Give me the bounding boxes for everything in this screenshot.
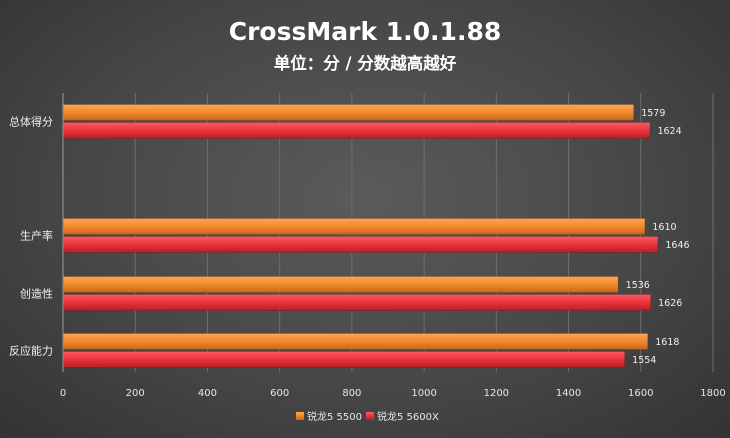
legend-label: 锐龙5 5500 bbox=[307, 410, 362, 423]
legend-swatch bbox=[296, 412, 304, 420]
legend: 锐龙5 5500 锐龙5 5600X bbox=[296, 410, 439, 423]
x-tick-label: 400 bbox=[198, 388, 217, 399]
axes: 0 200 400 600 800 1000 1200 1400 1600 1800 bbox=[60, 93, 726, 399]
bar bbox=[63, 218, 646, 235]
data-label: 1554 bbox=[632, 355, 656, 366]
x-tick-label: 1600 bbox=[628, 388, 653, 399]
chart-title: CrossMark 1.0.1.88 bbox=[229, 17, 502, 46]
data-label: 1536 bbox=[626, 280, 650, 291]
bar bbox=[63, 351, 625, 368]
bar bbox=[63, 294, 651, 311]
x-tick-label: 600 bbox=[270, 388, 289, 399]
bar bbox=[63, 122, 651, 139]
bar bbox=[63, 104, 634, 121]
data-label: 1626 bbox=[658, 298, 682, 309]
x-tick-label: 200 bbox=[126, 388, 145, 399]
x-tick-label: 1800 bbox=[700, 388, 725, 399]
bar bbox=[63, 333, 649, 350]
bar bbox=[63, 236, 659, 253]
bar bbox=[63, 276, 619, 293]
data-label: 1579 bbox=[641, 108, 665, 119]
data-label: 1610 bbox=[652, 222, 676, 233]
data-label: 1618 bbox=[655, 337, 679, 348]
x-tick-label: 0 bbox=[60, 388, 66, 399]
legend-swatch bbox=[366, 412, 374, 420]
category-label: 生产率 bbox=[20, 229, 53, 243]
x-tick-label: 800 bbox=[342, 388, 361, 399]
data-label: 1624 bbox=[657, 126, 681, 137]
x-tick-label: 1000 bbox=[411, 388, 436, 399]
legend-label: 锐龙5 5600X bbox=[377, 410, 439, 423]
category-label: 总体得分 bbox=[9, 115, 53, 129]
category-label: 反应能力 bbox=[9, 344, 53, 358]
x-tick-label: 1400 bbox=[556, 388, 581, 399]
category-label: 创造性 bbox=[20, 287, 53, 301]
chart-subtitle: 单位：分 / 分数越高越好 bbox=[274, 53, 457, 73]
data-label: 1646 bbox=[665, 240, 689, 251]
x-tick-label: 1200 bbox=[484, 388, 509, 399]
